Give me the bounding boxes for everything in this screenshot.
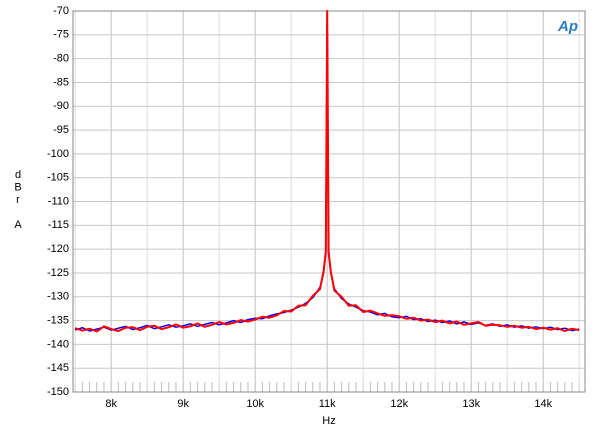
x-tick-label: 12k: [390, 398, 408, 410]
y-tick-label: -95: [53, 124, 69, 136]
x-tick-label: 9k: [177, 398, 189, 410]
y-tick-label: -100: [47, 148, 69, 160]
y-tick-label: -120: [47, 243, 69, 255]
y-tick-label: -135: [47, 314, 69, 326]
x-tick-label: 14k: [534, 398, 552, 410]
series-line: [74, 10, 580, 333]
x-axis-label: Hz: [322, 415, 335, 427]
y-tick-label: -75: [53, 29, 69, 41]
y-tick-label: -80: [53, 53, 69, 65]
y-tick-label: -115: [48, 219, 69, 231]
y-tick-label: -140: [47, 338, 69, 350]
y-tick-label: -125: [47, 267, 69, 279]
y-tick-label: -70: [53, 5, 69, 17]
y-tick-label: -85: [53, 76, 69, 88]
x-tick-label: 10k: [246, 398, 264, 410]
y-tick-label: -90: [53, 100, 69, 112]
x-tick-label: 13k: [462, 398, 480, 410]
plot-frame: [72, 10, 586, 393]
y-tick-label: -145: [47, 362, 69, 374]
y-tick-label: -130: [47, 291, 69, 303]
x-tick-label: 8k: [105, 398, 117, 410]
logo: Ap: [557, 18, 578, 35]
y-tick-label: -110: [48, 195, 69, 207]
y-tick-label: -105: [47, 172, 69, 184]
y-tick-label: -150: [47, 386, 69, 398]
x-tick-label: 11k: [319, 398, 336, 410]
